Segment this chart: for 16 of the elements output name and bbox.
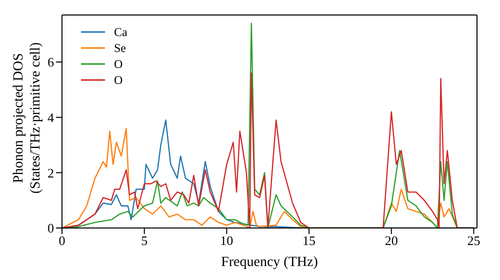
- y-tick-label: 6: [48, 54, 54, 70]
- legend-label: Ca: [114, 24, 128, 40]
- x-tick-label: 25: [467, 233, 480, 248]
- x-tick-label: 5: [141, 233, 148, 248]
- y-tick-label: 4: [48, 110, 54, 125]
- x-axis-title: Frequency (THz): [221, 255, 318, 270]
- x-tick-label: 20: [384, 233, 398, 248]
- y-axis-title: Phonon projected DOS (States/THz·primitive cell): [11, 42, 45, 194]
- x-tick-label: 0: [58, 233, 66, 248]
- x-tick-label: 15: [302, 233, 316, 248]
- legend-label: O: [114, 56, 123, 72]
- legend-label: O: [114, 72, 123, 88]
- y-tick-label: 2: [48, 165, 54, 180]
- legend-label: Se: [114, 40, 126, 56]
- x-tick-label: 10: [220, 233, 234, 248]
- y-tick-label: 0: [48, 220, 54, 236]
